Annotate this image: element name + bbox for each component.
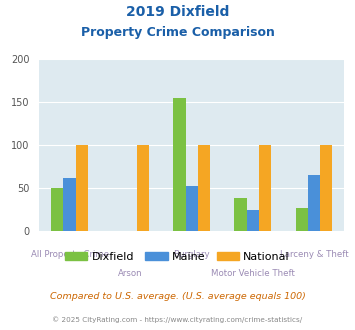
Bar bbox=[64, 178, 76, 231]
Text: © 2025 CityRating.com - https://www.cityrating.com/crime-statistics/: © 2025 CityRating.com - https://www.city… bbox=[53, 317, 302, 323]
Legend: Dixfield, Maine, National: Dixfield, Maine, National bbox=[61, 248, 294, 267]
Bar bbox=[186, 186, 198, 231]
Bar bbox=[295, 208, 308, 231]
Text: Compared to U.S. average. (U.S. average equals 100): Compared to U.S. average. (U.S. average … bbox=[50, 292, 305, 301]
Bar bbox=[173, 98, 186, 231]
Text: 2019 Dixfield: 2019 Dixfield bbox=[126, 5, 229, 19]
Bar bbox=[137, 145, 149, 231]
Text: All Property Crime: All Property Crime bbox=[31, 250, 109, 259]
Bar bbox=[51, 188, 64, 231]
Text: Burglary: Burglary bbox=[173, 250, 210, 259]
Bar bbox=[247, 210, 259, 231]
Bar bbox=[76, 145, 88, 231]
Bar bbox=[259, 145, 271, 231]
Text: Motor Vehicle Theft: Motor Vehicle Theft bbox=[211, 269, 295, 278]
Bar bbox=[234, 198, 247, 231]
Text: Arson: Arson bbox=[118, 269, 143, 278]
Text: Larceny & Theft: Larceny & Theft bbox=[279, 250, 348, 259]
Bar bbox=[198, 145, 210, 231]
Bar bbox=[320, 145, 332, 231]
Text: Property Crime Comparison: Property Crime Comparison bbox=[81, 26, 274, 39]
Bar bbox=[308, 175, 320, 231]
